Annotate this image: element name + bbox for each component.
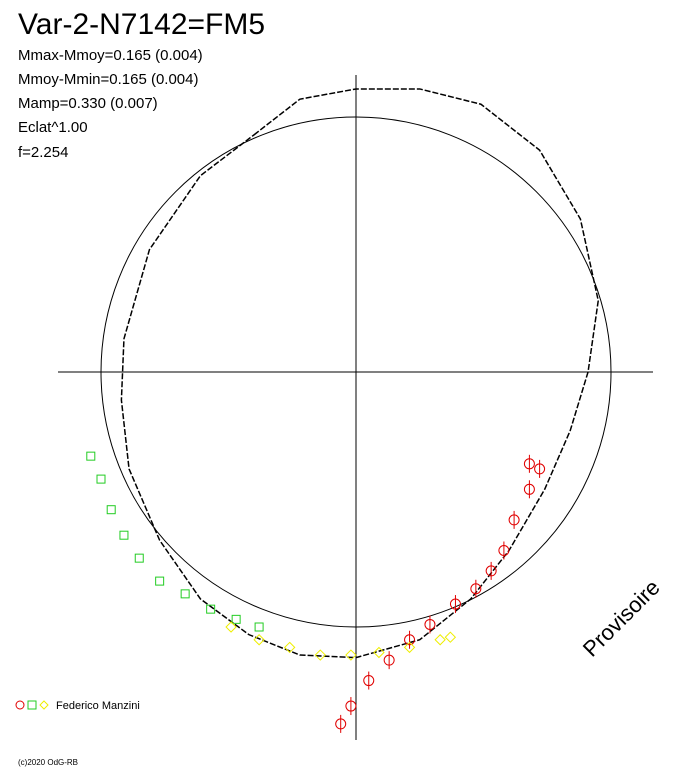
reference-circle — [100, 116, 612, 628]
point — [86, 451, 96, 461]
point — [119, 530, 129, 540]
legend-marker — [39, 700, 49, 710]
point — [424, 618, 436, 630]
point — [534, 463, 546, 475]
info: Eclat^1.00 — [18, 119, 88, 136]
point — [403, 641, 416, 654]
watermark: Provisoire — [578, 575, 665, 662]
point — [134, 553, 144, 563]
point — [508, 514, 520, 526]
point — [106, 505, 116, 515]
point — [254, 622, 264, 632]
info: f=2.254 — [18, 144, 68, 161]
point — [314, 649, 327, 661]
info: Mmoy-Mmin=0.165 (0.004) — [18, 71, 198, 88]
point — [206, 604, 216, 614]
legend-marker — [27, 700, 37, 710]
point — [523, 483, 535, 495]
point — [470, 583, 482, 595]
point — [335, 718, 347, 730]
point — [363, 675, 375, 687]
legend-marker — [15, 700, 25, 710]
point — [444, 631, 457, 643]
point — [225, 621, 237, 633]
point — [449, 598, 461, 610]
legend-label: Federico Manzini — [56, 700, 140, 712]
point — [523, 458, 535, 470]
point — [498, 545, 510, 556]
footer: (c)2020 OdG-RB — [18, 758, 78, 767]
point — [404, 634, 416, 646]
point — [485, 565, 497, 577]
point — [383, 654, 395, 666]
point — [434, 634, 446, 646]
point — [96, 474, 106, 484]
point — [253, 634, 265, 646]
point — [283, 641, 296, 654]
fit-curve — [120, 88, 600, 659]
point — [345, 649, 357, 661]
point — [155, 576, 165, 586]
point — [345, 700, 357, 712]
point — [180, 589, 190, 599]
info: Mamp=0.330 (0.007) — [18, 95, 158, 112]
point — [231, 614, 241, 624]
info: Mmax-Mmoy=0.165 (0.004) — [18, 47, 203, 64]
point — [373, 646, 385, 659]
chart-title: Var-2-N7142=FM5 — [18, 8, 265, 41]
